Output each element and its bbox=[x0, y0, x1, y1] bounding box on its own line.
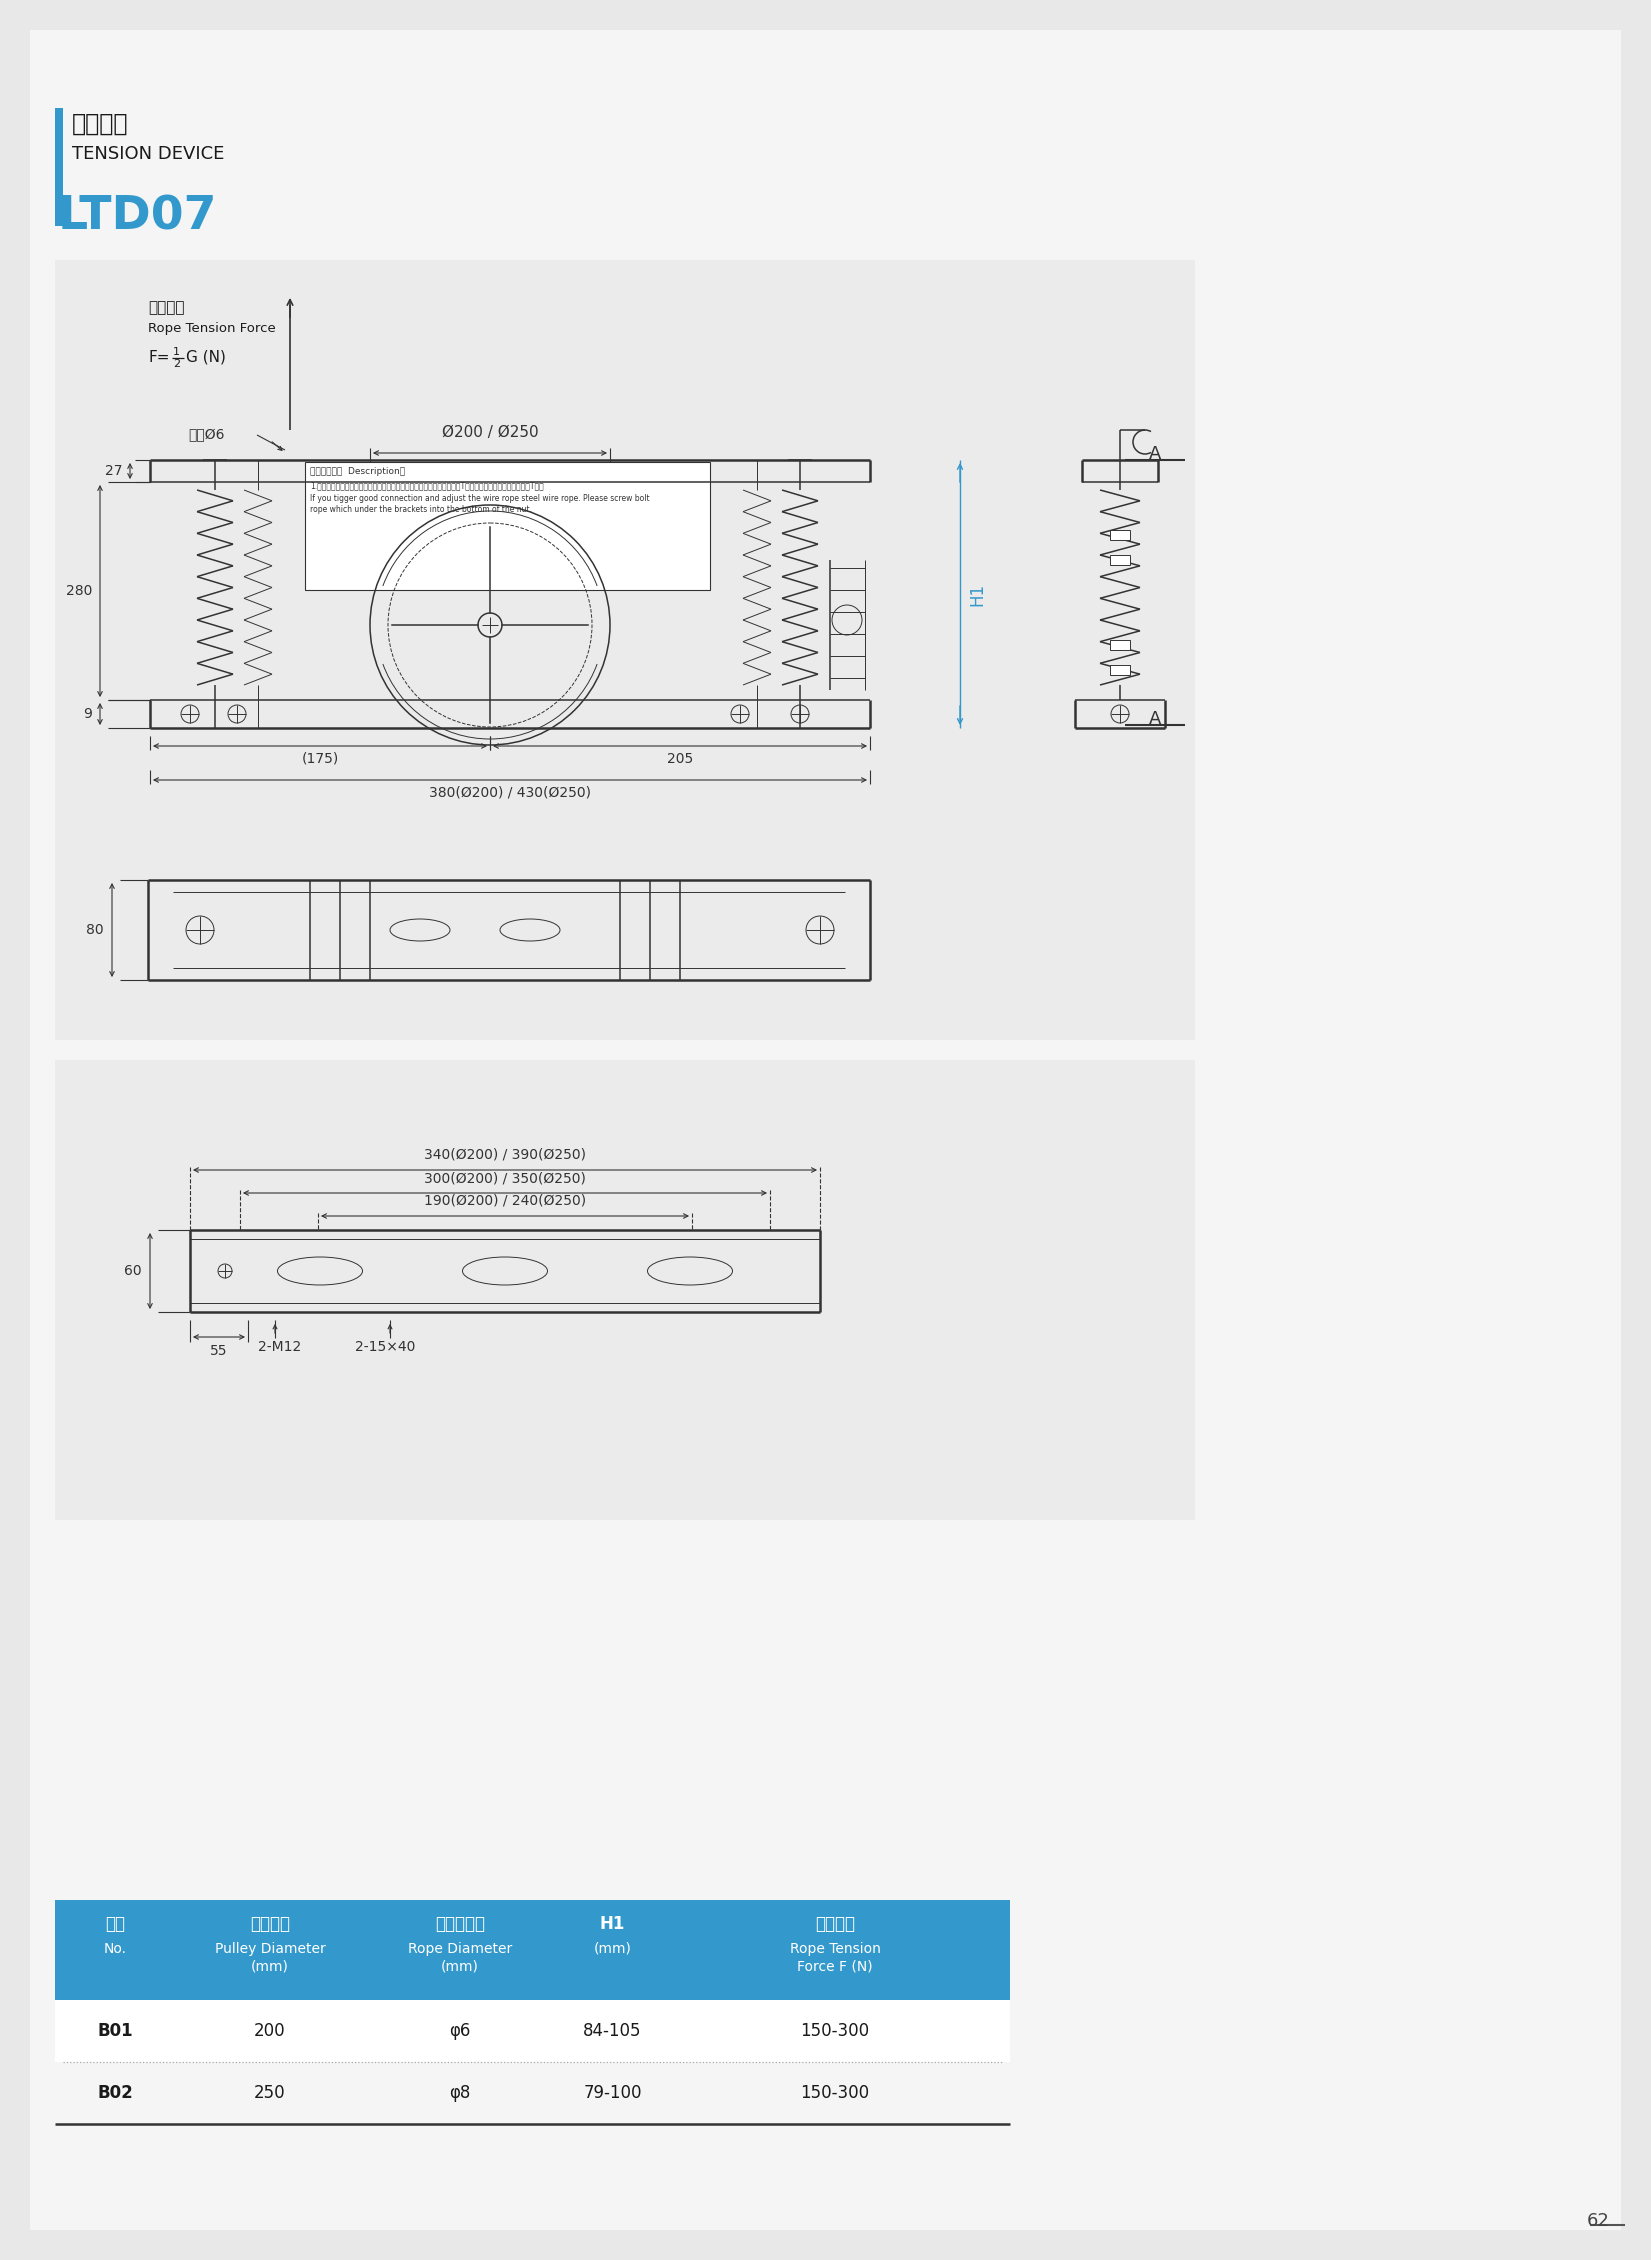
Bar bbox=[54, 1060, 1195, 1521]
Text: 62: 62 bbox=[1587, 2213, 1610, 2231]
Text: Pulley Diameter: Pulley Diameter bbox=[215, 1941, 325, 1955]
Bar bbox=[1109, 640, 1129, 651]
Text: 绳轮直径: 绳轮直径 bbox=[249, 1914, 291, 1932]
Text: Rope Tension: Rope Tension bbox=[789, 1941, 880, 1955]
Text: B02: B02 bbox=[97, 2084, 132, 2102]
Text: (mm): (mm) bbox=[251, 1959, 289, 1973]
Text: TENSION DEVICE: TENSION DEVICE bbox=[73, 145, 225, 163]
Text: H1: H1 bbox=[599, 1914, 626, 1932]
Text: If you tigger good connection and adjust the wire rope steel wire rope. Please s: If you tigger good connection and adjust… bbox=[310, 495, 649, 504]
Bar bbox=[1109, 664, 1129, 676]
Bar bbox=[54, 260, 1195, 940]
Text: 300(Ø200) / 350(Ø250): 300(Ø200) / 350(Ø250) bbox=[424, 1171, 586, 1184]
Bar bbox=[54, 1901, 1010, 2000]
Bar bbox=[54, 2000, 1010, 2061]
Text: 2: 2 bbox=[173, 359, 180, 368]
Text: 2-M12: 2-M12 bbox=[258, 1340, 300, 1354]
Text: (mm): (mm) bbox=[594, 1941, 631, 1955]
Text: 1.定期检查一张紧弹簧的紧固螺栓是否拧紧，检查张紧弹簧下方的钢丝绳T型框架下方的螺栓是否拧到位。T形框: 1.定期检查一张紧弹簧的紧固螺栓是否拧紧，检查张紧弹簧下方的钢丝绳T型框架下方的… bbox=[310, 481, 543, 490]
Text: 27: 27 bbox=[104, 463, 122, 479]
Bar bbox=[1109, 531, 1129, 540]
Bar bbox=[305, 461, 710, 590]
Text: 80: 80 bbox=[86, 922, 104, 938]
Bar bbox=[1109, 556, 1129, 565]
Text: (175): (175) bbox=[302, 753, 338, 766]
Text: Force F (N): Force F (N) bbox=[797, 1959, 873, 1973]
Text: A: A bbox=[1149, 710, 1161, 728]
Text: Rope Tension Force: Rope Tension Force bbox=[149, 321, 276, 334]
Text: φ6: φ6 bbox=[449, 2023, 471, 2041]
Text: rope which under the brackets into the bottom of the nut.: rope which under the brackets into the b… bbox=[310, 504, 532, 513]
Text: A: A bbox=[1149, 445, 1161, 463]
Bar bbox=[54, 108, 63, 226]
Text: 250: 250 bbox=[254, 2084, 286, 2102]
Text: 55: 55 bbox=[210, 1345, 228, 1358]
Text: Rope Diameter: Rope Diameter bbox=[408, 1941, 512, 1955]
Text: 84-105: 84-105 bbox=[583, 2023, 642, 2041]
Text: (mm): (mm) bbox=[441, 1959, 479, 1973]
Text: H1: H1 bbox=[967, 583, 986, 606]
Text: 9: 9 bbox=[83, 707, 92, 721]
Bar bbox=[54, 2061, 1010, 2124]
Text: 150-300: 150-300 bbox=[801, 2084, 870, 2102]
Text: 1: 1 bbox=[173, 348, 180, 357]
Text: 280: 280 bbox=[66, 583, 92, 599]
Text: B01: B01 bbox=[97, 2023, 132, 2041]
Text: No.: No. bbox=[104, 1941, 127, 1955]
Text: 340(Ø200) / 390(Ø250): 340(Ø200) / 390(Ø250) bbox=[424, 1148, 586, 1162]
Text: 警告事项说明  Description：: 警告事项说明 Description： bbox=[310, 468, 404, 477]
Text: 205: 205 bbox=[667, 753, 693, 766]
Text: Ø200 / Ø250: Ø200 / Ø250 bbox=[442, 425, 538, 441]
Text: 钢丝绳直径: 钢丝绳直径 bbox=[434, 1914, 485, 1932]
Text: G (N): G (N) bbox=[187, 350, 226, 366]
Text: 190(Ø200) / 240(Ø250): 190(Ø200) / 240(Ø250) bbox=[424, 1193, 586, 1209]
Text: φ8: φ8 bbox=[449, 2084, 471, 2102]
Text: 150-300: 150-300 bbox=[801, 2023, 870, 2041]
Text: F=: F= bbox=[149, 350, 170, 366]
Text: 60: 60 bbox=[124, 1263, 142, 1277]
Text: 绳径Ø6: 绳径Ø6 bbox=[188, 427, 225, 443]
Text: 绳张紧力: 绳张紧力 bbox=[149, 301, 185, 314]
Text: 绳张紧力: 绳张紧力 bbox=[816, 1914, 855, 1932]
Text: 序号: 序号 bbox=[106, 1914, 125, 1932]
Bar bbox=[54, 841, 1195, 1040]
Text: LTD07: LTD07 bbox=[58, 194, 218, 240]
Text: 张紧装置: 张紧装置 bbox=[73, 113, 129, 136]
Text: 2-15×40: 2-15×40 bbox=[355, 1340, 416, 1354]
Text: 380(Ø200) / 430(Ø250): 380(Ø200) / 430(Ø250) bbox=[429, 786, 591, 800]
Text: 79-100: 79-100 bbox=[583, 2084, 642, 2102]
Text: 200: 200 bbox=[254, 2023, 286, 2041]
